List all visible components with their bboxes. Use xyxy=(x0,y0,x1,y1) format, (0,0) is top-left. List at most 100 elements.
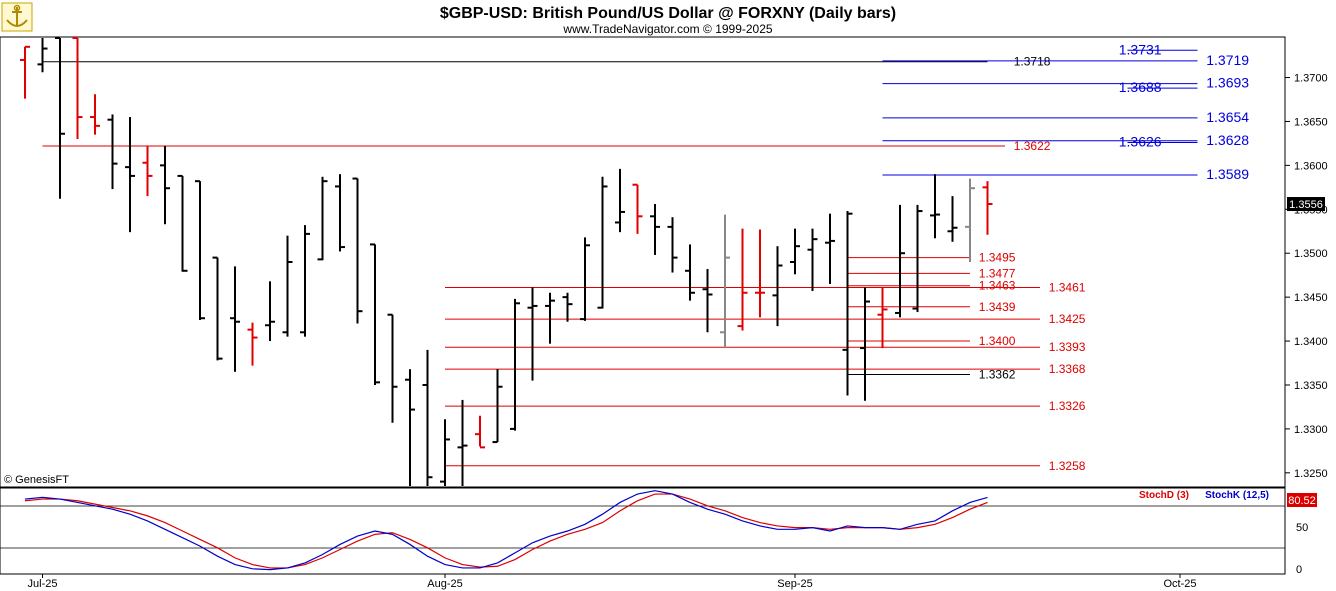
last-price-value: 1.3556 xyxy=(1289,199,1323,211)
price-tick-2: 1.3600 xyxy=(1294,160,1328,172)
ohlc-bar-39 xyxy=(702,269,713,333)
ohlc-bar-34 xyxy=(615,168,625,233)
level-label-9: 1.3589 xyxy=(1206,166,1249,182)
ohlc-bar-55 xyxy=(982,181,993,235)
ohlc-bar-2 xyxy=(55,37,65,199)
level-label-13: 1.3461 xyxy=(1049,280,1086,294)
date-tick-1: Aug-25 xyxy=(427,578,462,590)
ohlc-bar-43 xyxy=(772,246,783,327)
ohlc-bar-47 xyxy=(842,211,853,396)
ohlc-bar-20 xyxy=(370,243,380,385)
level-label-11: 1.3477 xyxy=(979,266,1016,280)
ohlc-bar-30 xyxy=(545,292,555,344)
ohlc-bar-49 xyxy=(877,287,888,349)
ohlc-bar-45 xyxy=(807,228,818,291)
ohlc-bar-42 xyxy=(755,229,765,318)
price-tick-7: 1.3350 xyxy=(1294,380,1328,392)
ohlc-bar-51 xyxy=(912,204,923,313)
price-tick-5: 1.3450 xyxy=(1294,292,1328,304)
level-label-10: 1.3495 xyxy=(979,251,1016,265)
ohlc-bar-41 xyxy=(737,228,748,331)
chart-subtitle: www.TradeNavigator.com © 1999-2025 xyxy=(562,22,772,36)
ohlc-bar-53 xyxy=(947,196,958,242)
level-label-3: 1.3693 xyxy=(1206,75,1249,91)
level-label-7: 1.3626 xyxy=(1119,134,1162,150)
level-label-12: 1.3463 xyxy=(979,279,1016,293)
level-label-5: 1.3654 xyxy=(1206,109,1249,125)
ohlc-bar-35 xyxy=(632,183,643,234)
level-label-15: 1.3425 xyxy=(1049,312,1086,326)
price-axis: 1.37001.36501.36001.35501.35001.34501.34… xyxy=(1285,73,1328,480)
ohlc-bar-6 xyxy=(125,117,135,233)
stoch-d-line xyxy=(24,493,988,569)
ohlc-bar-27 xyxy=(492,369,503,444)
ohlc-bar-37 xyxy=(667,217,678,273)
stoch-tick-50: 50 xyxy=(1296,522,1308,534)
level-label-1: 1.3718 xyxy=(1014,55,1051,69)
price-panel xyxy=(0,36,1286,488)
ohlc-bar-5 xyxy=(107,114,118,190)
price-tick-0: 1.3700 xyxy=(1294,73,1328,85)
stoch-d-legend: StochD (3) xyxy=(1139,490,1189,501)
level-label-17: 1.3393 xyxy=(1049,340,1086,354)
ohlc-bar-36 xyxy=(650,204,660,255)
ohlc-bar-13 xyxy=(247,322,258,366)
ohlc-bar-54 xyxy=(965,178,975,262)
stoch-tick-0: 0 xyxy=(1296,564,1302,576)
ohlc-bar-16 xyxy=(300,225,310,337)
level-label-14: 1.3439 xyxy=(979,300,1016,314)
stoch-last-badge xyxy=(1287,493,1317,507)
ohlc-bar-14 xyxy=(265,281,275,342)
ohlc-bar-44 xyxy=(790,228,800,275)
ohlc-bar-23 xyxy=(422,349,433,486)
stoch-k-legend: StochK (12,5) xyxy=(1205,490,1269,501)
ohlc-bar-46 xyxy=(825,213,835,284)
stoch-last-value: 80.52 xyxy=(1288,495,1316,507)
stochastic-panel xyxy=(0,487,1286,575)
ohlc-bar-12 xyxy=(230,266,240,372)
ohlc-bar-52 xyxy=(930,174,940,239)
logo-anchor-icon xyxy=(1,2,33,32)
ohlc-bar-25 xyxy=(457,399,468,486)
price-tick-6: 1.3400 xyxy=(1294,336,1328,348)
ohlc-bar-31 xyxy=(562,292,573,322)
level-label-8: 1.3622 xyxy=(1014,139,1051,153)
chart-title: $GBP-USD: British Pound/US Dollar @ FORX… xyxy=(440,5,896,22)
level-label-21: 1.3258 xyxy=(1049,459,1086,473)
ohlc-bar-28 xyxy=(510,298,520,431)
level-label-19: 1.3362 xyxy=(979,367,1016,381)
ohlc-bar-33 xyxy=(597,176,608,309)
price-tick-4: 1.3500 xyxy=(1294,248,1328,260)
ohlc-bar-48 xyxy=(860,287,870,401)
ohlc-bar-21 xyxy=(387,313,398,423)
ohlc-bar-29 xyxy=(527,287,538,381)
date-tick-3: Oct-25 xyxy=(1163,578,1196,590)
ohlc-bar-50 xyxy=(895,204,905,318)
ohlc-bar-22 xyxy=(405,369,415,486)
ohlc-bar-8 xyxy=(160,146,170,225)
level-label-4: 1.3688 xyxy=(1119,79,1162,95)
ohlc-bar-19 xyxy=(352,177,363,324)
level-label-2: 1.3719 xyxy=(1206,52,1249,68)
ohlc-bar-0 xyxy=(20,45,30,99)
ohlc-bar-7 xyxy=(142,146,153,197)
ohlc-bar-1 xyxy=(37,38,48,73)
ohlc-bar-15 xyxy=(282,235,293,337)
date-tick-2: Sep-25 xyxy=(777,578,812,590)
price-tick-9: 1.3250 xyxy=(1294,468,1328,480)
price-tick-1: 1.3650 xyxy=(1294,116,1328,128)
level-label-0: 1.3731 xyxy=(1119,41,1162,57)
date-tick-0: Jul-25 xyxy=(28,578,58,590)
last-price-badge xyxy=(1287,197,1325,212)
price-bars xyxy=(20,37,993,486)
price-tick-8: 1.3300 xyxy=(1294,424,1328,436)
level-label-6: 1.3628 xyxy=(1206,132,1249,148)
ohlc-bar-9 xyxy=(177,174,188,272)
level-label-16: 1.3400 xyxy=(979,334,1016,348)
ohlc-bar-4 xyxy=(90,94,100,135)
level-label-20: 1.3326 xyxy=(1049,399,1086,413)
credit-text: © GenesisFT xyxy=(4,474,69,486)
ohlc-bar-3 xyxy=(72,37,83,140)
level-label-18: 1.3368 xyxy=(1049,362,1086,376)
